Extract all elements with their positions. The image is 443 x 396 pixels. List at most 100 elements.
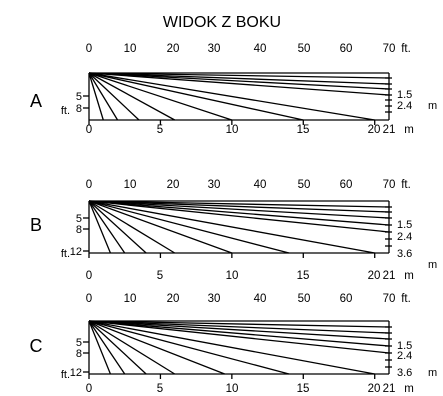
m-tick-label: 5 [157,383,163,395]
m-tick-label: 0 [86,383,92,395]
sections-group: 0 10 20 30 40 50 60 70 ft.0 5 10 15 20 21 mA 58ft.1.52.… [30,43,438,395]
detection-beam [88,72,304,121]
m-tick-label: 21 [383,270,396,282]
m-tick-label: 20 [368,383,381,395]
detection-beam [88,200,375,254]
detection-beam [88,72,390,85]
detection-beam [88,72,390,90]
m-tick-label: 10 [226,270,239,282]
detection-beam [88,320,112,375]
detection-beam [88,320,375,375]
detection-beam [88,200,390,213]
ft-tick-label: 10 [124,179,137,191]
mount-height-m: 1.5 [397,89,412,101]
mount-height-m: 1.5 [397,219,412,231]
m-unit-label: m [404,383,414,395]
ft-tick-label: 40 [254,179,267,191]
detection-beam [88,72,233,121]
mount-height-ft: 8 [76,103,82,115]
ft-tick-label: 10 [124,43,137,55]
detection-beam [88,320,390,328]
m-tick-label: 0 [86,270,92,282]
ft-tick-label: 20 [167,293,180,305]
ft-tick-label: 60 [340,293,353,305]
mount-height-m-unit: m [428,259,437,271]
mount-height-m-unit: m [428,100,437,112]
detection-beam [88,200,112,254]
section-a: 0 10 20 30 40 50 60 70 ft.0 5 10 15 20 21 mA 58ft.1.52.… [30,43,437,136]
detection-beam [88,200,390,219]
detection-beam [88,200,233,254]
m-tick-label: 0 [86,124,92,136]
mount-height-ft: 12 [70,367,82,379]
ft-tick-label: 30 [208,179,221,191]
ft-tick-label: 70 [383,293,396,305]
mount-height-unit: ft. [61,369,70,381]
m-tick-label: 21 [383,124,396,136]
m-tick-label: 10 [226,124,239,136]
detection-beam [88,72,104,121]
detection-beam [88,200,126,254]
ft-tick-label: 70 [383,179,396,191]
mount-height-ft: 5 [76,337,82,349]
mount-height-unit: ft. [61,105,70,117]
detection-beam [88,320,390,340]
mount-height-m: 2.4 [397,350,412,362]
detection-beam [88,72,140,121]
detection-beam [88,320,290,375]
detection-beam [88,72,375,121]
diagram-title: WIDOK Z BOKU [163,14,281,31]
detection-beam [88,72,176,121]
ft-tick-label: 40 [254,43,267,55]
detection-beam [88,200,147,254]
ft-tick-label: 60 [340,179,353,191]
detection-beam [88,200,290,254]
m-tick-label: 15 [297,124,310,136]
m-tick-label: 15 [297,383,310,395]
ft-tick-label: 50 [298,179,311,191]
mount-height-m: 3.6 [397,248,412,260]
m-tick-label: 21 [383,383,396,395]
m-tick-label: 5 [157,124,163,136]
detection-beam [88,72,390,79]
detection-beam [88,200,176,254]
mount-height-ft: 5 [76,213,82,225]
mount-height-m-unit: m [428,367,437,379]
ft-tick-label: 0 [86,179,92,191]
detection-beam [88,72,119,121]
mount-height-ft: 5 [76,91,82,103]
mount-height-unit: ft. [61,248,70,260]
ft-tick-label: 0 [86,293,92,305]
detection-beam [88,200,390,233]
mount-height-ft: 12 [70,246,82,258]
detection-beam [88,320,126,375]
m-unit-label: m [404,124,414,136]
ft-tick-label: 10 [124,293,137,305]
mount-height-m: 3.6 [397,367,412,379]
ft-tick-label: 40 [254,293,267,305]
detection-beam [88,200,390,226]
detection-beam [88,320,390,354]
ft-tick-label: 20 [167,179,180,191]
m-tick-label: 20 [368,270,381,282]
ft-tick-label: 60 [340,43,353,55]
section-label: B [30,215,42,235]
ft-tick-label: 70 [383,43,396,55]
section-b: 0 10 20 30 40 50 60 70 ft.0 5 10 15 20 21 mB 5812ft.1.5… [30,179,437,282]
ft-tick-label: 0 [86,43,92,55]
m-tick-label: 15 [297,270,310,282]
m-tick-label: 5 [157,270,163,282]
mount-height-m: 2.4 [397,100,412,112]
section-label: C [30,336,43,356]
ft-tick-label: 30 [208,43,221,55]
ft-unit-label: ft. [401,293,411,305]
detection-beam [88,320,390,347]
ft-tick-label: 50 [298,43,311,55]
detection-beam [88,320,176,375]
section-c: 0 10 20 30 40 50 60 70 ft.0 5 10 15 20 21 mC 5812ft.1.5… [30,293,438,395]
m-tick-label: 20 [368,124,381,136]
detection-beam [88,320,147,375]
ft-tick-label: 30 [208,293,221,305]
